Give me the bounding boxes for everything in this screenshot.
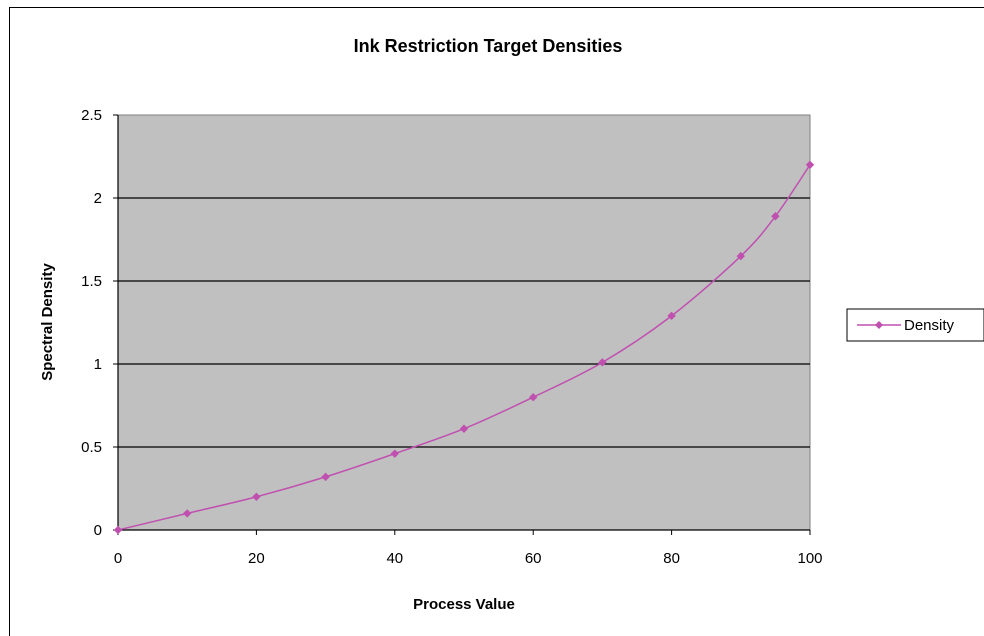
data-point-marker xyxy=(771,212,780,221)
x-tick-label: 80 xyxy=(663,550,680,567)
x-tick-label: 60 xyxy=(525,550,542,567)
data-point-marker xyxy=(113,525,123,535)
y-tick-label: 1.5 xyxy=(81,273,102,290)
x-tick-label: 100 xyxy=(797,550,822,567)
data-point-marker xyxy=(459,424,469,433)
data-point-marker xyxy=(598,358,607,367)
y-tick-label: 2 xyxy=(94,190,102,207)
data-point-marker xyxy=(252,492,261,501)
y-tick-label: 0.5 xyxy=(81,439,102,456)
axes xyxy=(113,114,811,535)
y-tick-label: 0 xyxy=(94,522,102,539)
data-point-marker xyxy=(183,509,192,518)
gridlines xyxy=(118,197,810,448)
legend: Density xyxy=(846,308,984,342)
data-point-marker xyxy=(321,472,330,482)
y-axis-title: Spectral Density xyxy=(39,263,56,381)
y-tick-label: 2.5 xyxy=(81,107,102,124)
y-tick-label: 1 xyxy=(94,356,102,373)
data-point-marker xyxy=(667,311,676,321)
x-tick-label: 40 xyxy=(386,550,403,567)
data-point-marker xyxy=(805,160,815,169)
x-tick-label: 0 xyxy=(114,550,122,567)
legend-marker xyxy=(875,321,883,329)
plot-area xyxy=(117,114,811,531)
series-layer xyxy=(113,160,815,535)
tick-labels: 0 0.5 1 1.5 2 2.5 0 20 40 60 80 100 xyxy=(81,107,822,567)
x-tick-label: 20 xyxy=(248,550,265,567)
data-point-marker xyxy=(736,251,745,261)
x-axis-title: Process Value xyxy=(413,596,515,613)
data-point-marker xyxy=(390,449,399,458)
legend-label: Density xyxy=(904,317,955,334)
chart-title: Ink Restriction Target Densities xyxy=(354,36,623,56)
data-point-marker xyxy=(529,393,538,402)
